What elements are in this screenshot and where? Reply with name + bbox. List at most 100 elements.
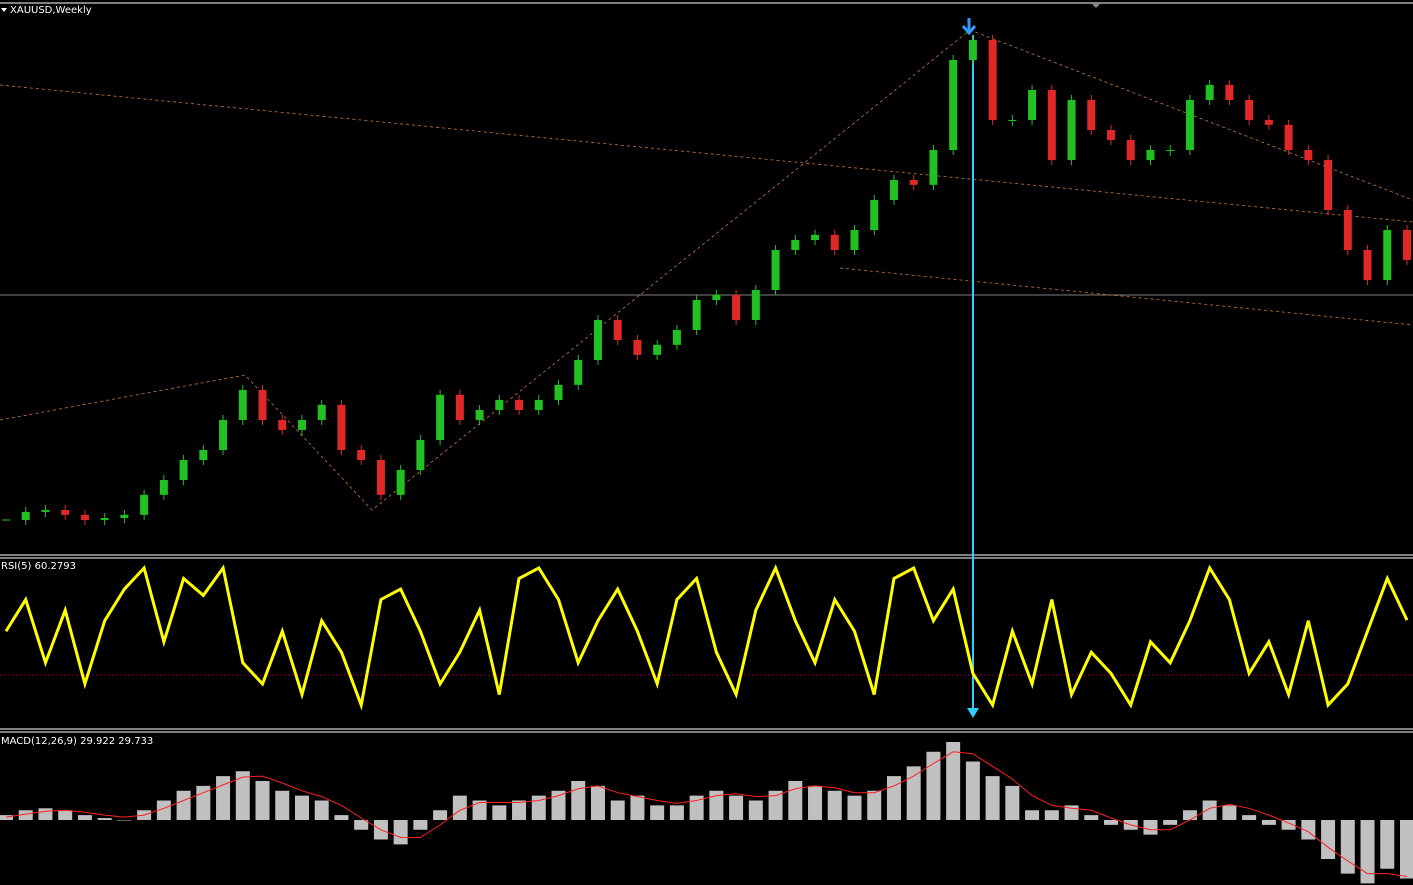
candle-body xyxy=(1107,130,1116,140)
macd-bar xyxy=(709,790,724,820)
candle-body xyxy=(1304,150,1313,160)
candle-body xyxy=(120,514,129,519)
macd-bar xyxy=(650,805,665,820)
macd-bar xyxy=(1104,820,1119,825)
candle-body xyxy=(1284,124,1293,150)
macd-bar xyxy=(571,781,586,820)
macd-bar xyxy=(867,790,882,820)
macd-bar xyxy=(1025,810,1040,820)
macd-bar xyxy=(354,820,369,830)
candle-body xyxy=(1047,90,1056,160)
macd-bar xyxy=(18,810,33,820)
macd-bar xyxy=(433,810,448,820)
candle-body xyxy=(870,200,879,230)
candle-body xyxy=(889,180,898,200)
zigzag xyxy=(0,29,971,511)
macd-bar xyxy=(117,820,132,821)
macd-bar xyxy=(669,805,684,820)
macd-bar xyxy=(512,800,527,820)
candle-body xyxy=(909,180,918,185)
candle-body xyxy=(140,494,149,515)
candle-body xyxy=(317,404,326,420)
candle-body xyxy=(179,460,188,480)
candle-body xyxy=(416,440,425,470)
candle-body xyxy=(21,511,30,520)
candle-body xyxy=(436,394,445,440)
candle-body xyxy=(219,420,228,450)
candle-body xyxy=(672,330,681,345)
candle-body xyxy=(633,340,642,355)
candle-body xyxy=(475,410,484,420)
candle-body xyxy=(771,250,780,290)
candle-body xyxy=(278,420,287,430)
macd-bar xyxy=(926,751,941,820)
macd-bar xyxy=(97,818,112,820)
candle-body xyxy=(692,300,701,330)
candle-body xyxy=(1067,100,1076,160)
macd-bar xyxy=(1005,785,1020,820)
candle-body xyxy=(455,394,464,420)
macd-bar xyxy=(630,795,645,820)
candle-body xyxy=(1166,150,1175,151)
macd-bar xyxy=(1360,820,1375,884)
trendline xyxy=(969,29,1413,201)
candle-body xyxy=(949,60,958,150)
menu-icon xyxy=(1,8,7,12)
macd-bar xyxy=(255,781,270,820)
macd-bar xyxy=(294,795,309,820)
candle-body xyxy=(1264,120,1273,125)
macd-bar xyxy=(334,815,349,820)
candle-body xyxy=(376,460,385,495)
macd-bar xyxy=(768,790,783,820)
candle-body xyxy=(41,510,50,512)
candle-body xyxy=(534,400,543,410)
arrow-head xyxy=(967,708,979,718)
macd-bar xyxy=(551,790,566,820)
macd-bar xyxy=(1143,820,1158,835)
macd-bar xyxy=(1281,820,1296,830)
macd-bar xyxy=(808,785,823,820)
candle-body xyxy=(968,40,977,60)
macd-bar xyxy=(216,776,231,820)
macd-bar xyxy=(985,776,1000,820)
macd-bar xyxy=(1400,820,1413,879)
candle-body xyxy=(653,344,662,355)
macd-bar xyxy=(827,790,842,820)
macd-bar xyxy=(531,795,546,820)
candle-body xyxy=(811,234,820,240)
macd-bar xyxy=(472,800,487,820)
macd-bar xyxy=(1222,805,1237,820)
macd-bar xyxy=(452,795,467,820)
candle-body xyxy=(574,360,583,385)
macd-bar xyxy=(275,790,290,820)
macd-bar xyxy=(1380,820,1395,869)
macd-bar xyxy=(314,800,329,820)
macd-bar xyxy=(0,815,13,820)
macd-bar xyxy=(176,790,191,820)
macd-bar xyxy=(1202,800,1217,820)
candle-body xyxy=(791,240,800,250)
macd-bar xyxy=(965,761,980,820)
macd-bar xyxy=(1044,810,1059,820)
candle-body xyxy=(1245,100,1254,120)
macd-bar xyxy=(1261,820,1276,825)
candle-body xyxy=(357,450,366,460)
candle-body xyxy=(554,384,563,400)
macd-bar xyxy=(413,820,428,830)
candle-body xyxy=(1008,120,1017,121)
candle-body xyxy=(929,150,938,185)
candle-body xyxy=(297,420,306,430)
shift-marker xyxy=(1092,4,1100,8)
candle-body xyxy=(1185,100,1194,150)
candle-body xyxy=(495,400,504,410)
macd-bar xyxy=(58,810,73,820)
candle-body xyxy=(61,510,70,515)
candle-body xyxy=(515,400,524,410)
candle-body xyxy=(593,320,602,360)
macd-bar xyxy=(235,771,250,820)
down-arrow-icon xyxy=(961,18,977,36)
trendline xyxy=(0,84,1413,223)
trendlines xyxy=(0,29,1413,511)
